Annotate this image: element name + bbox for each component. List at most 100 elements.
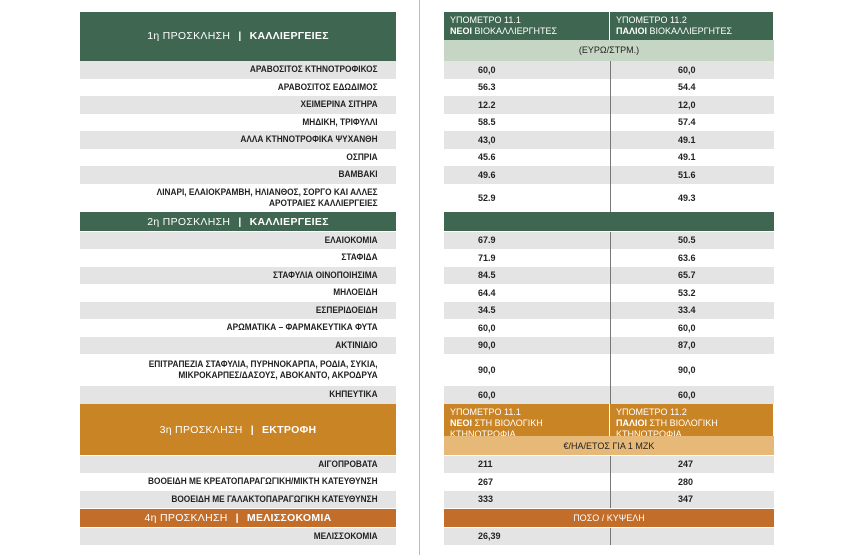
- row-label: ΑΡΩΜΑΤΙΚΑ – ΦΑΡΜΑΚΕΥΤΙΚΑ ΦΥΤΑ: [226, 322, 378, 333]
- cell-value: 49.3: [678, 193, 696, 203]
- row-bg: [80, 490, 396, 508]
- cell-value: 51.6: [678, 169, 696, 180]
- column-header: ΥΠΟΜΕΤΡΟ 11.1 ΝΕΟΙ ΣΤΗ ΒΙΟΛΟΓΙΚΗ ΚΤΗΝΟΤΡΟ…: [444, 404, 610, 439]
- topic-label: ΚΑΛΛΙΕΡΓΕΙΕΣ: [249, 215, 329, 228]
- column-header: ΥΠΟΜΕΤΡΟ 11.1 ΝΕΟΙ ΒΙΟΚΑΛΛΙΕΡΓΗΤΕΣ: [444, 12, 610, 40]
- measure: ΥΠΟΜΕΤΡΟ 11.2: [616, 15, 687, 25]
- row-bg: [80, 96, 396, 114]
- separator: |: [250, 423, 254, 436]
- column-divider: [610, 249, 611, 267]
- cell-value: 54.4: [678, 82, 696, 93]
- row-bg: [444, 166, 774, 184]
- cell-value: 43,0: [478, 134, 496, 145]
- row-label: ΛΙΝΑΡΙ, ΕΛΑΙΟΚΡΑΜΒΗ, ΗΛΙΑΝΘΟΣ, ΣΟΡΓΟ ΚΑΙ…: [156, 187, 378, 208]
- column-divider: [610, 183, 611, 213]
- row-label: ΕΛΑΙΟΚΟΜΙΑ: [324, 234, 378, 245]
- row-bg: [80, 301, 396, 319]
- column-divider: [610, 301, 611, 319]
- cell-value: 52.9: [478, 193, 496, 203]
- cell-value: 84.5: [478, 270, 496, 281]
- column-divider: [610, 455, 611, 473]
- row-bg: [80, 231, 396, 249]
- column-divider: [610, 386, 611, 404]
- row-bg: [444, 354, 774, 386]
- cell-value: 60,0: [678, 389, 696, 400]
- group-line: ΠΑΛΙΟΙ ΒΙΟΚΑΛΛΙΕΡΓΗΤΕΣ: [616, 26, 767, 37]
- row-bg: [444, 96, 774, 114]
- group: ΝΕΟΙ: [450, 26, 473, 36]
- row-bg: [80, 284, 396, 302]
- desc: ΒΙΟΚΑΛΛΙΕΡΓΗΤΕΣ: [649, 26, 733, 36]
- cell-value: 50.5: [678, 235, 696, 246]
- cell-value: 33.4: [678, 305, 696, 316]
- row-label: ΑΡΑΒΟΣΙΤΟΣ ΕΔΩΔΙΜΟΣ: [277, 81, 378, 92]
- column-divider: [610, 231, 611, 249]
- group-line: ΠΑΛΙΟΙ ΣΤΗ ΒΙΟΛΟΓΙΚΗ ΚΤΗΝΟΤΡΟΦΙΑ: [616, 418, 767, 440]
- row-bg: [444, 284, 774, 302]
- column-header: ΥΠΟΜΕΤΡΟ 11.2 ΠΑΛΙΟΙ ΣΤΗ ΒΙΟΛΟΓΙΚΗ ΚΤΗΝΟΤ…: [610, 404, 774, 439]
- column-divider: [610, 166, 611, 184]
- group: ΠΑΛΙΟΙ: [616, 418, 648, 428]
- row-bg: [444, 131, 774, 149]
- measure: ΥΠΟΜΕΤΡΟ 11.1: [450, 407, 521, 417]
- measure: ΥΠΟΜΕΤΡΟ 11.1: [450, 15, 521, 25]
- row-bg: [80, 473, 396, 491]
- separator: |: [238, 215, 242, 228]
- row-bg: [444, 473, 774, 491]
- desc: ΣΤΗ ΒΙΟΛΟΓΙΚΗ ΚΤΗΝΟΤΡΟΦΙΑ: [616, 418, 718, 439]
- call-label: 1η ΠΡΟΣΚΛΗΣΗ: [147, 30, 231, 43]
- column-divider: [610, 78, 611, 96]
- row-bg: [80, 131, 396, 149]
- topic-label: ΜΕΛΙΣΣΟΚΟΜΙΑ: [246, 512, 332, 524]
- cell-value: 267: [478, 476, 494, 487]
- row-label: ΒΟΟΕΙΔΗ ΜΕ ΚΡΕΑΤΟΠΑΡΑΓΩΓΙΚΗ/ΜΙΚΤΗ ΚΑΤΕΥΘ…: [148, 476, 378, 487]
- row-bg: [444, 336, 774, 354]
- unit-bar: €/ΗΑ/ΕΤΟΣ ΓΙΑ 1 ΜΖΚ: [444, 436, 774, 455]
- row-bg: [80, 354, 396, 386]
- row-bg: [80, 336, 396, 354]
- row-label: ΑΛΛΑ ΚΤΗΝΟΤΡΟΦΙΚΑ ΨΥΧΑΝΘΗ: [240, 134, 378, 145]
- row-bg: [80, 527, 396, 545]
- row-bg: [80, 455, 396, 473]
- cell-value: 12.2: [478, 99, 496, 110]
- column-divider: [610, 527, 611, 545]
- row-bg: [80, 183, 396, 213]
- cell-value: 60,0: [678, 64, 696, 75]
- row-label: ΜΗΔΙΚΗ, ΤΡΙΦΥΛΛΙ: [302, 116, 378, 127]
- topic-label: ΚΑΛΛΙΕΡΓΕΙΕΣ: [249, 30, 329, 43]
- cell-value: 12,0: [678, 99, 696, 110]
- group: ΝΕΟΙ: [450, 418, 473, 428]
- desc: ΒΙΟΚΑΛΛΙΕΡΓΗΤΕΣ: [474, 26, 558, 36]
- cell-value: 53.2: [678, 287, 696, 298]
- row-bg: [444, 301, 774, 319]
- group-line: ΝΕΟΙ ΒΙΟΚΑΛΛΙΕΡΓΗΤΕΣ: [450, 26, 603, 37]
- column-divider: [610, 131, 611, 149]
- row-bg: [444, 319, 774, 337]
- call-label: 2η ΠΡΟΣΚΛΗΣΗ: [147, 215, 231, 228]
- row-bg: [80, 166, 396, 184]
- column-divider: [610, 336, 611, 354]
- row-label: ΣΤΑΦΙΔΑ: [341, 252, 378, 263]
- cell-value: 58.5: [478, 117, 496, 128]
- header-bar: [444, 212, 774, 231]
- cell-value: 347: [678, 494, 694, 505]
- row-label: ΑΚΤΙΝΙΔΙΟ: [335, 339, 378, 350]
- desc: ΣΤΗ ΒΙΟΛΟΓΙΚΗ ΚΤΗΝΟΤΡΟΦΙΑ: [450, 418, 543, 439]
- row-bg: [80, 148, 396, 166]
- row-label: ΜΗΛΟΕΙΔΗ: [333, 287, 378, 298]
- call-label: 4η ΠΡΟΣΚΛΗΣΗ: [144, 512, 228, 524]
- row-label: ΣΤΑΦΥΛΙΑ ΟΙΝΟΠΟΙΗΣΙΜΑ: [272, 269, 378, 280]
- row-bg: [80, 319, 396, 337]
- row-bg: [444, 266, 774, 284]
- row-bg: [444, 231, 774, 249]
- row-label: ΧΕΙΜΕΡΙΝΑ ΣΙΤΗΡΑ: [300, 99, 378, 110]
- row-label: ΑΙΓΟΠΡΟΒΑΤΑ: [318, 458, 378, 469]
- unit-bar: ΠΟΣΟ / ΚΥΨΕΛΗ: [444, 509, 774, 527]
- column-divider: [610, 354, 611, 386]
- cell-value: 280: [678, 476, 694, 487]
- cell-value: 90,0: [478, 340, 496, 351]
- row-bg: [444, 386, 774, 404]
- group: ΠΑΛΙΟΙ: [616, 26, 648, 36]
- row-bg: [444, 455, 774, 473]
